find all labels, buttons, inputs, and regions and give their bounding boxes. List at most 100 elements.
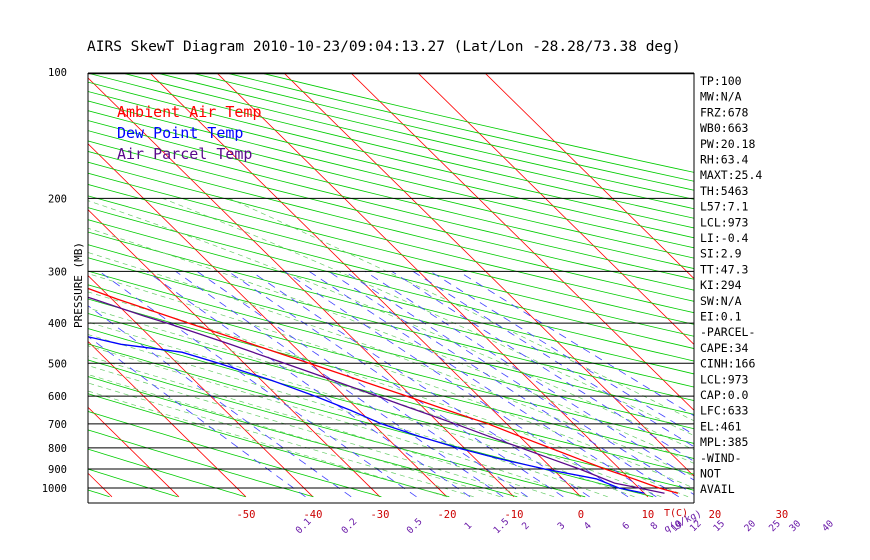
- dry-adiabat-line: [88, 110, 694, 259]
- isotherm-line: [88, 275, 314, 498]
- dry-adiabat-line: [88, 244, 694, 401]
- dry-adiabat-line: [88, 298, 694, 459]
- stat-item: PW:20.18: [700, 137, 755, 151]
- mixing-ratio-tick-label: 6: [620, 520, 632, 532]
- moist-adiabat-line: [88, 334, 608, 498]
- mixing-ratio-line: [430, 271, 694, 436]
- moist-adiabat-line: [88, 374, 501, 498]
- dry-adiabat-line: [88, 328, 694, 491]
- mixing-ratio-line: [412, 271, 694, 448]
- dry-adiabat-line: [88, 151, 694, 302]
- pressure-tick-label: 200: [48, 193, 67, 205]
- dry-adiabat-line: [88, 195, 694, 349]
- dry-adiabat-line: [88, 219, 694, 375]
- dry-adiabat-line: [88, 429, 314, 498]
- stat-item: FRZ:678: [700, 105, 749, 119]
- stat-item: LI:-0.4: [700, 231, 749, 245]
- bottom-temp-tick-label: -40: [303, 509, 322, 521]
- pressure-tick-label: 700: [48, 419, 67, 431]
- moist-adiabat-line: [88, 365, 528, 498]
- profile-line-dew-point-temp: [88, 336, 645, 494]
- dry-adiabat-line: [88, 489, 110, 498]
- dry-adiabat-line: [88, 393, 450, 498]
- pressure-tick-label: 400: [48, 318, 67, 330]
- isotherm-line: [88, 77, 515, 498]
- isotherm-line: [351, 73, 694, 411]
- profile-line-ambient-air-temp: [88, 287, 679, 494]
- bottom-temp-tick-label: 0: [578, 509, 584, 521]
- isotherm-line: [418, 73, 694, 346]
- stat-item: CAPE:34: [700, 341, 749, 355]
- legend-entry: Dew Point Temp: [117, 124, 243, 142]
- pressure-tick-label: 600: [48, 391, 67, 403]
- dry-adiabat-line: [88, 448, 246, 498]
- stat-item: MW:N/A: [700, 90, 742, 104]
- stat-item: CINH:166: [700, 357, 755, 371]
- mixing-ratio-line: [146, 271, 471, 498]
- stat-item: LFC:633: [700, 404, 749, 418]
- dry-adiabat-line: [88, 172, 694, 325]
- mixing-ratio-tick-label: 0.2: [339, 516, 359, 536]
- mixing-ratio-tick-label: 0.5: [405, 516, 425, 536]
- dry-adiabat-line: [88, 140, 694, 291]
- isotherm-line: [284, 73, 694, 477]
- stat-item: LCL:973: [700, 215, 749, 229]
- legend: Ambient Air Temp Dew Point Temp Air Parcel…: [117, 103, 262, 163]
- dry-adiabat-line: [88, 161, 694, 314]
- mixing-ratio-line: [344, 271, 694, 496]
- dry-adiabat-line: [88, 359, 586, 498]
- plot-frame: [87, 72, 695, 504]
- mixing-ratio-line: [364, 271, 694, 481]
- dry-adiabat-line: [88, 183, 694, 337]
- dry-adiabat-line: [88, 284, 694, 444]
- isotherm-line: [88, 406, 180, 498]
- moist-adiabat-line: [88, 382, 474, 498]
- stat-item: -WIND-: [700, 451, 742, 465]
- mixing-ratio-tick-label: 1: [462, 520, 474, 532]
- stat-item: AVAIL: [700, 482, 735, 496]
- chart-grid: [0, 73, 694, 498]
- mixing-ratio-line: [328, 271, 680, 498]
- bottom-temp-tick-label: -50: [236, 509, 255, 521]
- bottom-temp-tick-label: -20: [437, 509, 456, 521]
- pressure-tick-label: 800: [48, 443, 67, 455]
- pressure-tick-label: 100: [48, 67, 67, 79]
- profile-line-air-parcel-temp: [88, 296, 665, 494]
- moist-adiabat-line: [88, 273, 694, 489]
- stat-item: MPL:385: [700, 435, 748, 449]
- stat-item: TH:5463: [700, 184, 749, 198]
- stat-item: TP:100: [700, 74, 742, 88]
- pressure-tick-label: 1000: [42, 483, 67, 495]
- dry-adiabat-line: [194, 73, 694, 191]
- pressure-tick-label: 900: [48, 464, 67, 476]
- dry-adiabat-line: [0, 74, 42, 497]
- moist-adiabat-line: [88, 321, 635, 498]
- mixing-ratio-tick-label: 2: [520, 520, 532, 532]
- dry-adiabat-line: [88, 120, 694, 269]
- stat-item: NOT: [700, 467, 721, 481]
- mixing-ratio-tick-label: 40: [820, 518, 836, 534]
- mixing-ratio-line: [99, 271, 417, 498]
- y-axis-label: PRESSURE (MB): [72, 242, 85, 328]
- mixing-ratio-line: [175, 271, 504, 498]
- stat-item: LCL:973: [700, 372, 749, 386]
- stat-item: KI:294: [700, 278, 742, 292]
- mixing-ratio-tick-label: 30: [787, 518, 803, 534]
- mixing-ratio-line: [228, 271, 564, 498]
- isotherm-line: [0, 74, 45, 497]
- moist-adiabat-line: [88, 227, 694, 464]
- moist-adiabat-line: [88, 291, 689, 498]
- pressure-tick-label: 300: [48, 266, 67, 278]
- bottom-temp-tick-label: 10: [642, 509, 655, 521]
- chart-title: AIRS SkewT Diagram 2010-10-23/09:04:13.2…: [87, 39, 681, 55]
- dry-adiabat-line: [88, 411, 382, 498]
- dry-adiabat-line: [88, 207, 694, 362]
- dry-adiabat-line: [88, 257, 694, 415]
- dry-adiabat-line: [88, 376, 518, 498]
- pressure-tick-label: 500: [48, 358, 67, 370]
- isotherm-line: [485, 73, 694, 280]
- isotherm-line: [88, 209, 381, 498]
- stat-item: WB0:663: [700, 121, 749, 135]
- stat-item: CAP:0.0: [700, 388, 749, 402]
- stat-item: SW:N/A: [700, 294, 742, 308]
